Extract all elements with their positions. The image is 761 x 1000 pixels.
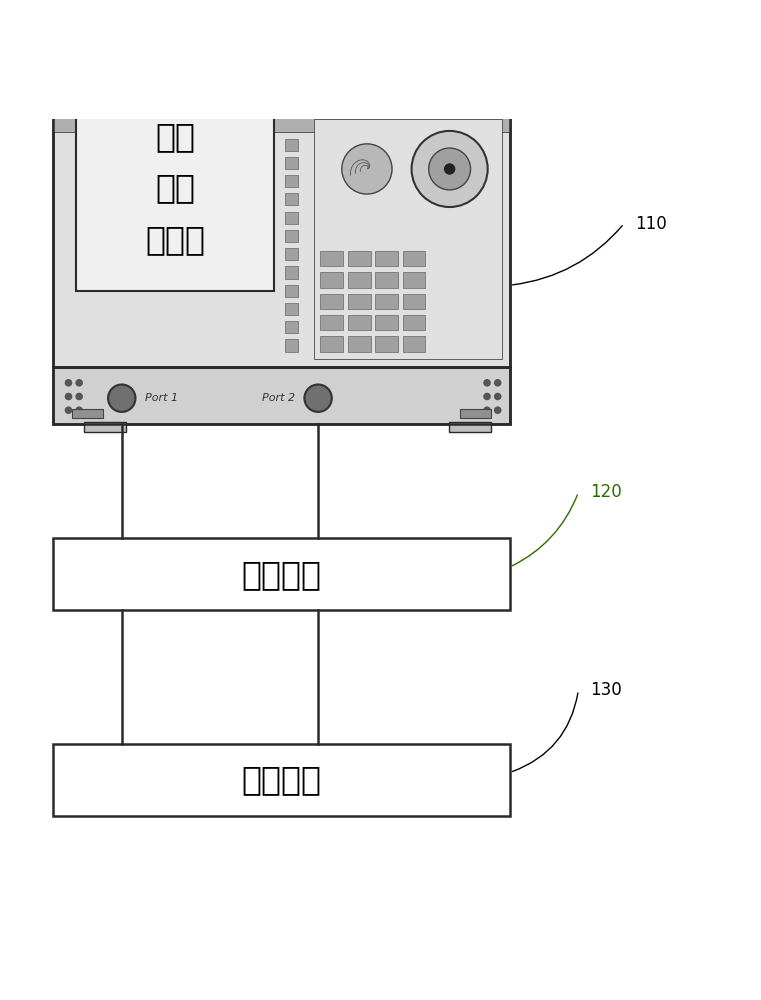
Bar: [348, 251, 371, 266]
Bar: [84, 422, 126, 432]
Bar: [285, 321, 298, 333]
Bar: [314, 119, 502, 359]
Bar: [72, 409, 103, 418]
Bar: [375, 336, 398, 352]
Bar: [460, 409, 491, 418]
Bar: [375, 294, 398, 309]
Bar: [403, 336, 425, 352]
Bar: [403, 294, 425, 309]
Bar: [53, 116, 510, 424]
Circle shape: [108, 385, 135, 412]
Bar: [285, 303, 298, 315]
Bar: [403, 251, 425, 266]
Bar: [53, 744, 510, 816]
Circle shape: [75, 406, 83, 414]
Bar: [285, 230, 298, 242]
Text: Port 1: Port 1: [145, 393, 178, 403]
Bar: [320, 251, 343, 266]
Text: 120: 120: [590, 483, 622, 501]
Bar: [53, 538, 510, 610]
Circle shape: [65, 393, 72, 400]
Bar: [320, 336, 343, 352]
Circle shape: [428, 148, 470, 190]
Bar: [320, 315, 343, 330]
Bar: [375, 272, 398, 288]
Circle shape: [412, 131, 488, 207]
Bar: [449, 422, 491, 432]
Bar: [348, 336, 371, 352]
Circle shape: [444, 163, 455, 175]
Bar: [348, 272, 371, 288]
Bar: [285, 212, 298, 224]
Bar: [403, 315, 425, 330]
Text: 矢量: 矢量: [155, 120, 195, 153]
Bar: [53, 116, 510, 367]
Bar: [285, 285, 298, 297]
Bar: [348, 315, 371, 330]
Bar: [285, 175, 298, 187]
Circle shape: [65, 379, 72, 387]
Circle shape: [65, 406, 72, 414]
Text: 分析仪: 分析仪: [145, 223, 205, 256]
Bar: [375, 251, 398, 266]
Bar: [285, 139, 298, 151]
Bar: [285, 266, 298, 279]
Circle shape: [483, 379, 491, 387]
Text: 110: 110: [635, 215, 667, 233]
Bar: [285, 248, 298, 260]
Bar: [320, 294, 343, 309]
Bar: [76, 85, 274, 291]
Bar: [320, 272, 343, 288]
Bar: [348, 294, 371, 309]
Circle shape: [342, 144, 392, 194]
Text: 130: 130: [590, 681, 622, 699]
Circle shape: [483, 406, 491, 414]
Text: 开关矩阵: 开关矩阵: [241, 558, 322, 591]
Bar: [53, 116, 510, 132]
Circle shape: [483, 393, 491, 400]
Circle shape: [75, 393, 83, 400]
Circle shape: [304, 385, 332, 412]
Text: 网络: 网络: [155, 171, 195, 204]
Bar: [375, 315, 398, 330]
Text: 无源器件: 无源器件: [241, 763, 322, 796]
Bar: [285, 157, 298, 169]
Bar: [403, 272, 425, 288]
Circle shape: [494, 393, 501, 400]
Circle shape: [75, 379, 83, 387]
Bar: [53, 367, 510, 424]
Bar: [285, 339, 298, 352]
Circle shape: [494, 406, 501, 414]
Bar: [285, 193, 298, 205]
Text: Port 2: Port 2: [262, 393, 295, 403]
Circle shape: [494, 379, 501, 387]
